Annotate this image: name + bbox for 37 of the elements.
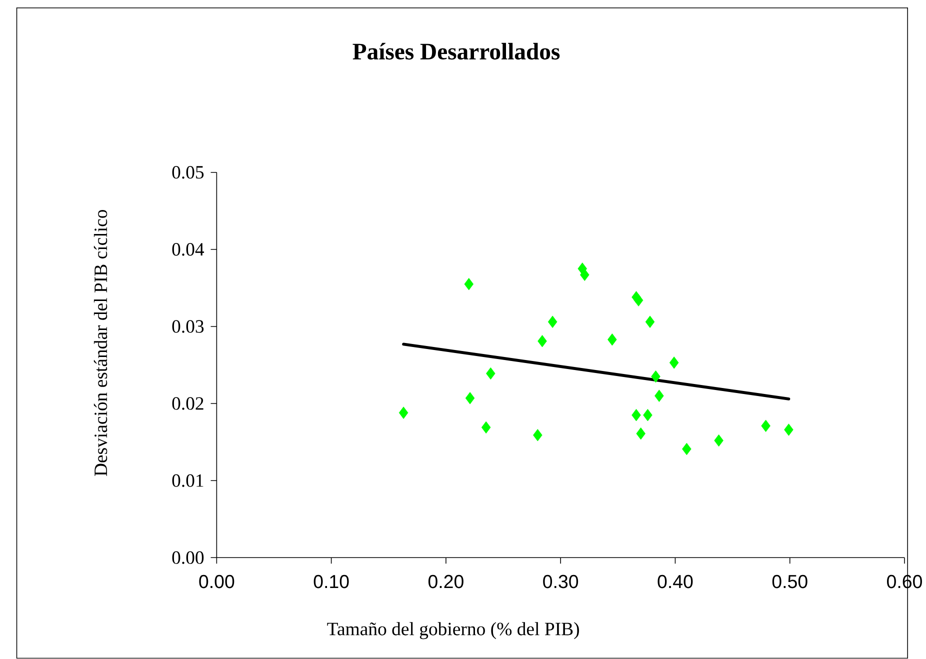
point bbox=[761, 420, 770, 432]
point bbox=[538, 335, 547, 348]
point bbox=[580, 268, 590, 282]
point bbox=[784, 424, 794, 436]
x-tick-label: 0.40 bbox=[658, 575, 693, 588]
point bbox=[465, 392, 475, 404]
x-tick-label: 0.20 bbox=[428, 575, 464, 588]
point bbox=[682, 443, 692, 456]
y-tick-label: 0.03 bbox=[172, 320, 204, 333]
point bbox=[654, 390, 664, 402]
point bbox=[634, 294, 644, 307]
point bbox=[643, 409, 652, 422]
x-tick-label: 0.50 bbox=[772, 575, 808, 588]
point bbox=[481, 421, 491, 434]
y-tick-label: 0.00 bbox=[172, 551, 204, 564]
point bbox=[714, 434, 724, 447]
point bbox=[548, 316, 558, 328]
point bbox=[533, 429, 542, 442]
point bbox=[645, 316, 655, 328]
point bbox=[608, 334, 617, 346]
x-axis-title: Tamaño del gobierno (% del PIB) bbox=[327, 622, 579, 640]
point bbox=[632, 409, 641, 422]
chart-title: Países Desarrollados bbox=[352, 43, 560, 60]
point bbox=[398, 406, 408, 420]
point bbox=[669, 356, 679, 369]
y-tick-label: 0.01 bbox=[172, 474, 204, 488]
x-tick-label: 0.10 bbox=[314, 575, 349, 588]
y-tick-label: 0.05 bbox=[172, 166, 204, 179]
y-tick-label: 0.04 bbox=[172, 243, 204, 256]
x-tick-label: 0.00 bbox=[199, 575, 234, 588]
point bbox=[651, 370, 660, 383]
point bbox=[636, 428, 646, 440]
point bbox=[486, 368, 496, 380]
x-tick-label: 0.30 bbox=[543, 575, 578, 588]
y-tick-label: 0.02 bbox=[172, 397, 204, 410]
y-axis-title: Desviación estándar del PIB cíclico bbox=[94, 210, 108, 476]
point bbox=[464, 278, 474, 290]
